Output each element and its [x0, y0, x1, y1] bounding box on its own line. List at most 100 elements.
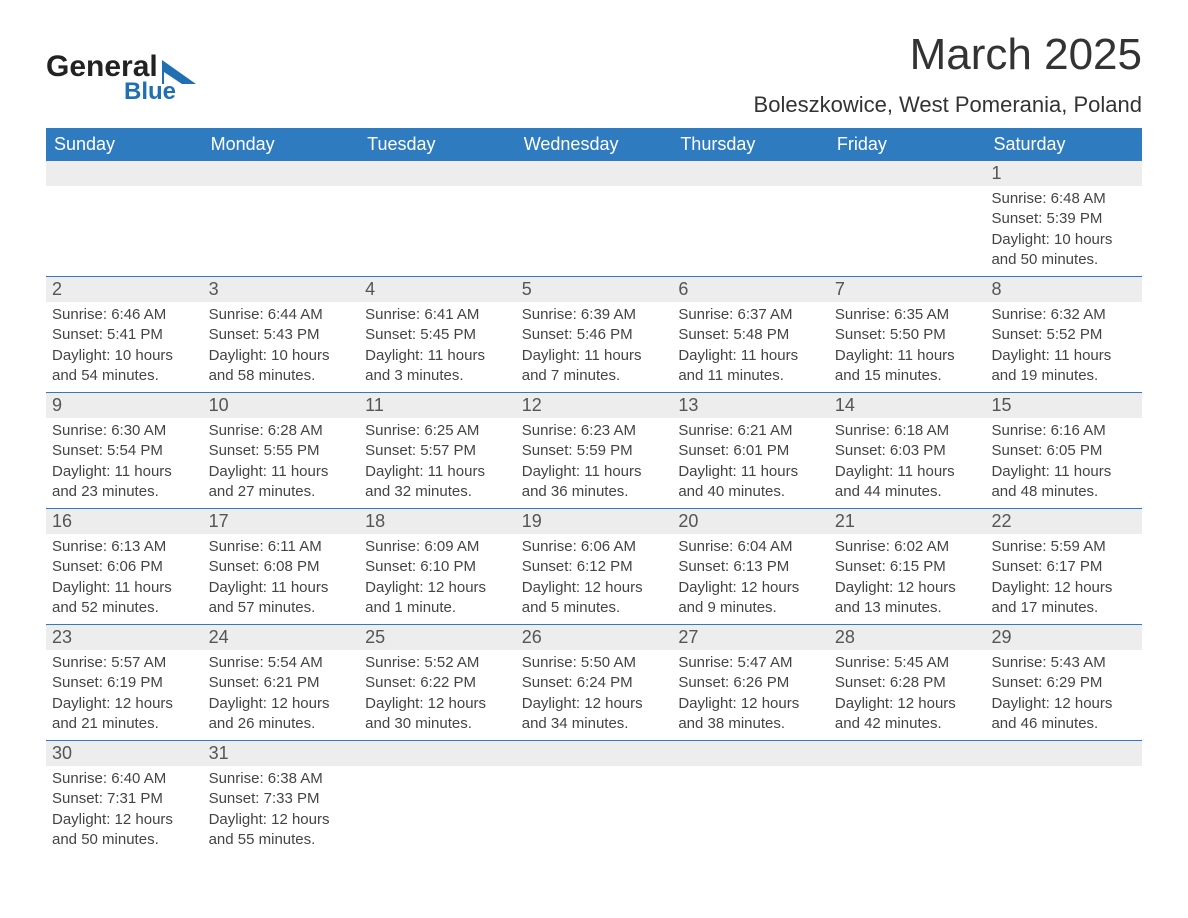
day-body: Sunrise: 6:25 AMSunset: 5:57 PMDaylight:…: [359, 418, 516, 508]
day-number: 18: [359, 509, 516, 534]
calendar-week: 9Sunrise: 6:30 AMSunset: 5:54 PMDaylight…: [46, 393, 1142, 509]
daylight-line: Daylight: 11 hours and 36 minutes.: [522, 462, 667, 503]
calendar-day: 17Sunrise: 6:11 AMSunset: 6:08 PMDayligh…: [203, 509, 360, 624]
day-body: Sunrise: 6:44 AMSunset: 5:43 PMDaylight:…: [203, 302, 360, 392]
day-body: [829, 766, 986, 775]
sunset-line: Sunset: 5:52 PM: [991, 325, 1136, 345]
calendar-week: 2Sunrise: 6:46 AMSunset: 5:41 PMDaylight…: [46, 277, 1142, 393]
calendar-day: 29Sunrise: 5:43 AMSunset: 6:29 PMDayligh…: [985, 625, 1142, 740]
day-body: [516, 186, 673, 195]
sunrise-line: Sunrise: 6:06 AM: [522, 537, 667, 557]
day-number: [359, 741, 516, 766]
sunset-line: Sunset: 6:03 PM: [835, 441, 980, 461]
sunset-line: Sunset: 6:08 PM: [209, 557, 354, 577]
sunset-line: Sunset: 5:43 PM: [209, 325, 354, 345]
daylight-line: Daylight: 10 hours and 54 minutes.: [52, 346, 197, 387]
day-number: [829, 161, 986, 186]
sunset-line: Sunset: 6:28 PM: [835, 673, 980, 693]
sunrise-line: Sunrise: 6:48 AM: [991, 189, 1136, 209]
daylight-line: Daylight: 11 hours and 32 minutes.: [365, 462, 510, 503]
sunrise-line: Sunrise: 6:40 AM: [52, 769, 197, 789]
logo-text-blue: Blue: [124, 78, 196, 106]
calendar-day: 20Sunrise: 6:04 AMSunset: 6:13 PMDayligh…: [672, 509, 829, 624]
day-number: 4: [359, 277, 516, 302]
day-body: Sunrise: 6:02 AMSunset: 6:15 PMDaylight:…: [829, 534, 986, 624]
day-number: 31: [203, 741, 360, 766]
day-body: Sunrise: 5:45 AMSunset: 6:28 PMDaylight:…: [829, 650, 986, 740]
day-number: [46, 161, 203, 186]
day-body: Sunrise: 5:59 AMSunset: 6:17 PMDaylight:…: [985, 534, 1142, 624]
day-number: 19: [516, 509, 673, 534]
day-number: [672, 161, 829, 186]
daylight-line: Daylight: 12 hours and 50 minutes.: [52, 810, 197, 851]
calendar-day: 3Sunrise: 6:44 AMSunset: 5:43 PMDaylight…: [203, 277, 360, 392]
sunrise-line: Sunrise: 6:35 AM: [835, 305, 980, 325]
daylight-line: Daylight: 12 hours and 30 minutes.: [365, 694, 510, 735]
daylight-line: Daylight: 11 hours and 23 minutes.: [52, 462, 197, 503]
day-number: 14: [829, 393, 986, 418]
day-number: 13: [672, 393, 829, 418]
calendar-header-row: Sunday Monday Tuesday Wednesday Thursday…: [46, 128, 1142, 161]
day-number: 11: [359, 393, 516, 418]
sunrise-line: Sunrise: 6:04 AM: [678, 537, 823, 557]
calendar-day: 16Sunrise: 6:13 AMSunset: 6:06 PMDayligh…: [46, 509, 203, 624]
day-number: 1: [985, 161, 1142, 186]
day-body: Sunrise: 6:13 AMSunset: 6:06 PMDaylight:…: [46, 534, 203, 624]
calendar-day: [203, 161, 360, 276]
daylight-line: Daylight: 12 hours and 21 minutes.: [52, 694, 197, 735]
calendar: Sunday Monday Tuesday Wednesday Thursday…: [46, 128, 1142, 856]
day-number: 10: [203, 393, 360, 418]
title-block: March 2025 Boleszkowice, West Pomerania,…: [754, 30, 1142, 118]
calendar-day: [672, 161, 829, 276]
logo: General Blue: [46, 30, 196, 106]
calendar-day: [829, 161, 986, 276]
dayhead-friday: Friday: [829, 128, 986, 161]
sunset-line: Sunset: 5:41 PM: [52, 325, 197, 345]
calendar-day: [46, 161, 203, 276]
day-body: Sunrise: 5:50 AMSunset: 6:24 PMDaylight:…: [516, 650, 673, 740]
daylight-line: Daylight: 11 hours and 15 minutes.: [835, 346, 980, 387]
day-body: Sunrise: 6:41 AMSunset: 5:45 PMDaylight:…: [359, 302, 516, 392]
sunset-line: Sunset: 6:26 PM: [678, 673, 823, 693]
day-body: Sunrise: 5:54 AMSunset: 6:21 PMDaylight:…: [203, 650, 360, 740]
day-body: Sunrise: 5:47 AMSunset: 6:26 PMDaylight:…: [672, 650, 829, 740]
calendar-day: 19Sunrise: 6:06 AMSunset: 6:12 PMDayligh…: [516, 509, 673, 624]
daylight-line: Daylight: 12 hours and 38 minutes.: [678, 694, 823, 735]
day-number: 23: [46, 625, 203, 650]
day-body: [359, 186, 516, 195]
calendar-day: 11Sunrise: 6:25 AMSunset: 5:57 PMDayligh…: [359, 393, 516, 508]
day-number: [985, 741, 1142, 766]
dayhead-saturday: Saturday: [985, 128, 1142, 161]
daylight-line: Daylight: 11 hours and 44 minutes.: [835, 462, 980, 503]
day-body: Sunrise: 6:46 AMSunset: 5:41 PMDaylight:…: [46, 302, 203, 392]
day-number: 7: [829, 277, 986, 302]
sunset-line: Sunset: 7:31 PM: [52, 789, 197, 809]
sunrise-line: Sunrise: 6:21 AM: [678, 421, 823, 441]
daylight-line: Daylight: 10 hours and 50 minutes.: [991, 230, 1136, 271]
calendar-day: 30Sunrise: 6:40 AMSunset: 7:31 PMDayligh…: [46, 741, 203, 856]
sunrise-line: Sunrise: 6:23 AM: [522, 421, 667, 441]
day-number: 20: [672, 509, 829, 534]
daylight-line: Daylight: 11 hours and 7 minutes.: [522, 346, 667, 387]
calendar-day: 6Sunrise: 6:37 AMSunset: 5:48 PMDaylight…: [672, 277, 829, 392]
day-number: 2: [46, 277, 203, 302]
calendar-day: 31Sunrise: 6:38 AMSunset: 7:33 PMDayligh…: [203, 741, 360, 856]
daylight-line: Daylight: 12 hours and 5 minutes.: [522, 578, 667, 619]
calendar-day: [985, 741, 1142, 856]
calendar-week: 30Sunrise: 6:40 AMSunset: 7:31 PMDayligh…: [46, 741, 1142, 856]
dayhead-monday: Monday: [203, 128, 360, 161]
daylight-line: Daylight: 12 hours and 1 minute.: [365, 578, 510, 619]
daylight-line: Daylight: 11 hours and 19 minutes.: [991, 346, 1136, 387]
day-body: Sunrise: 6:39 AMSunset: 5:46 PMDaylight:…: [516, 302, 673, 392]
day-body: Sunrise: 5:43 AMSunset: 6:29 PMDaylight:…: [985, 650, 1142, 740]
day-number: [829, 741, 986, 766]
day-body: Sunrise: 6:37 AMSunset: 5:48 PMDaylight:…: [672, 302, 829, 392]
calendar-day: 13Sunrise: 6:21 AMSunset: 6:01 PMDayligh…: [672, 393, 829, 508]
daylight-line: Daylight: 11 hours and 3 minutes.: [365, 346, 510, 387]
day-body: Sunrise: 5:52 AMSunset: 6:22 PMDaylight:…: [359, 650, 516, 740]
sunrise-line: Sunrise: 6:11 AM: [209, 537, 354, 557]
sunrise-line: Sunrise: 6:38 AM: [209, 769, 354, 789]
calendar-day: 7Sunrise: 6:35 AMSunset: 5:50 PMDaylight…: [829, 277, 986, 392]
sunrise-line: Sunrise: 6:18 AM: [835, 421, 980, 441]
day-number: 15: [985, 393, 1142, 418]
